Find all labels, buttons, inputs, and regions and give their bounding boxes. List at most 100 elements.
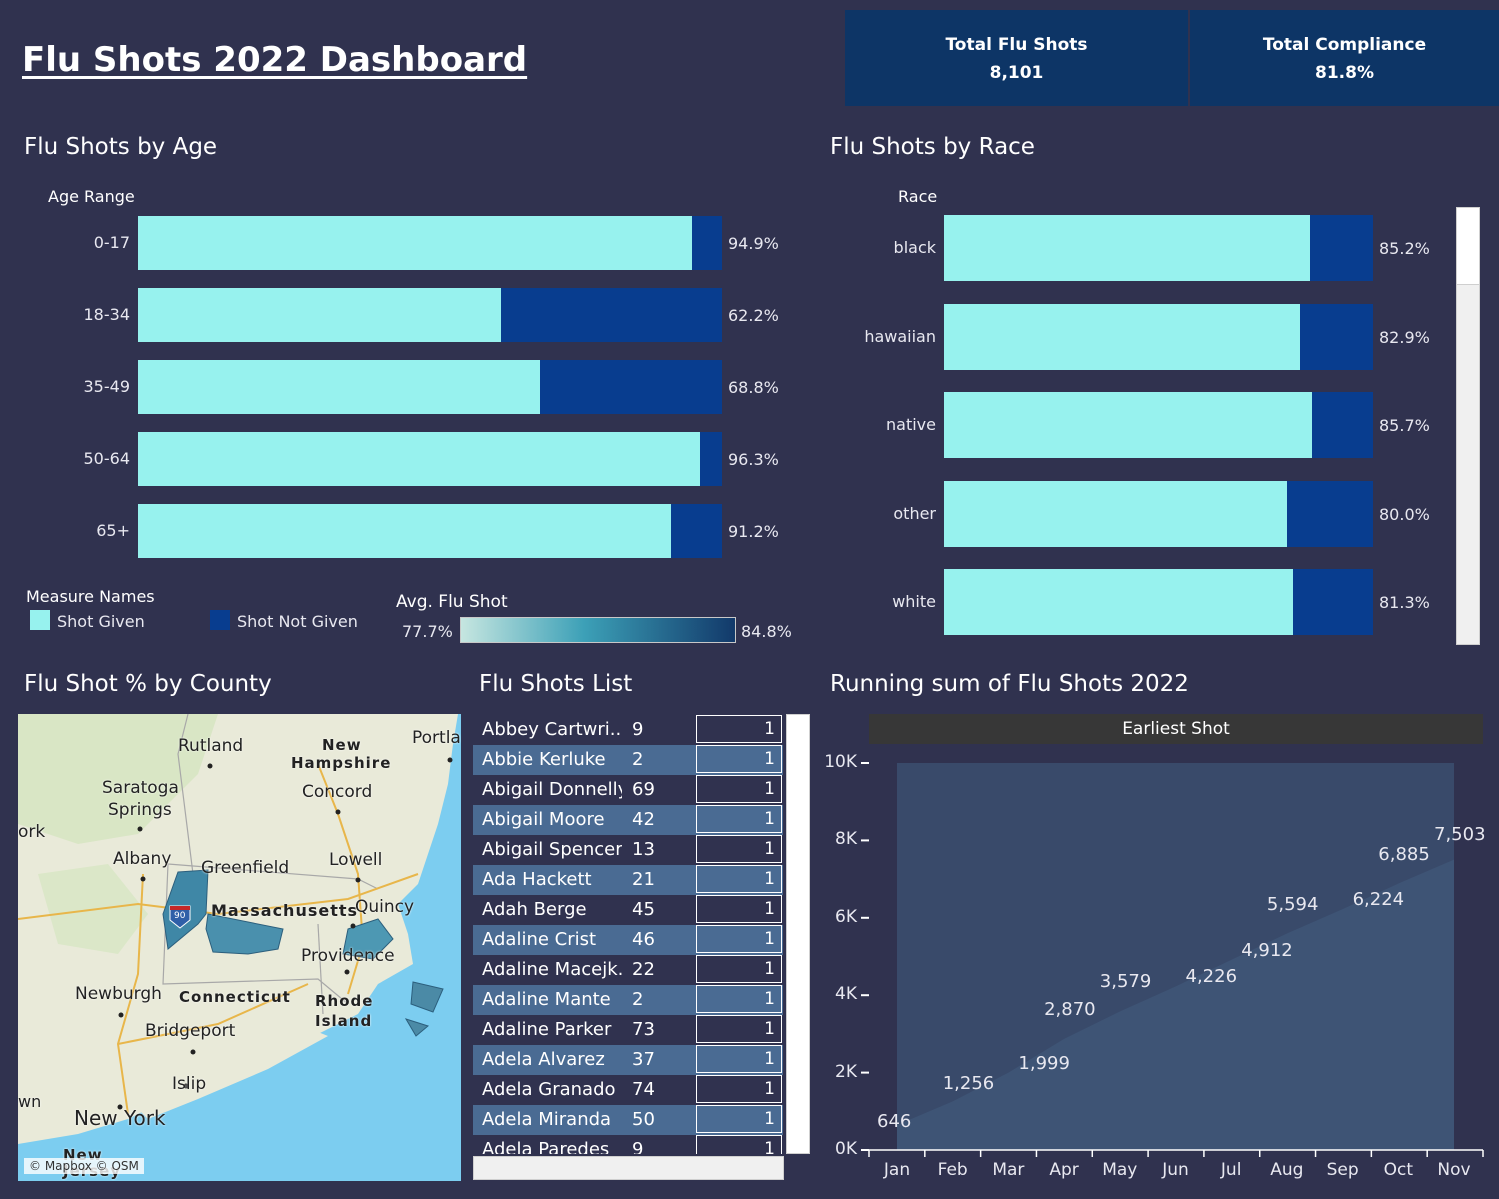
y-tick-label: 6K [835,906,857,927]
race-scrollbar[interactable] [1456,207,1480,645]
highway [117,983,309,1045]
map-place-label: Saratoga [102,778,179,798]
data-label: 4,226 [1185,966,1238,988]
age-section-title: Flu Shots by Age [24,134,218,160]
county-shape[interactable] [342,918,394,960]
bar-shot-given[interactable] [944,392,1312,458]
list-item-count: 1 [764,1019,775,1039]
list-item[interactable]: Adela Miranda 50 1 [473,1105,783,1135]
bar-shot-not-given[interactable] [1300,303,1373,370]
forest-area [18,714,218,844]
bar-shot-not-given[interactable] [1310,215,1373,281]
list-item-count: 1 [764,1079,775,1099]
bar-shot-given[interactable] [944,215,1310,281]
bar-shot-given[interactable] [944,303,1300,370]
map-place-label: Islip [172,1074,207,1094]
bar-pct-label: 80.0% [1379,504,1430,524]
list-item[interactable]: Adaline Crist 46 1 [473,925,783,955]
bar-shot-not-given[interactable] [1312,392,1373,458]
kpi-label: Total Compliance [1262,35,1427,55]
list-item[interactable]: Adah Berge 45 1 [473,895,783,925]
list-item[interactable]: Ada Hackett 21 1 [473,865,783,895]
map-place-label: New [322,736,362,754]
list-item[interactable]: Abigail Donnelly 69 1 [473,775,783,805]
bar-shot-not-given[interactable] [1293,569,1373,635]
map-place-label: Greenfield [201,858,290,878]
x-tick-label: Jul [1220,1160,1242,1180]
list-item-name: Abbie Kerluke [482,749,606,770]
list-item[interactable]: Abbey Cartwri.. 9 1 [473,715,783,745]
flu-shots-list[interactable]: Abbey Cartwri.. 9 1 Abbie Kerluke 2 1 Abigail … [473,714,783,1154]
bar-shot-given[interactable] [138,432,700,486]
list-item-age: 69 [632,779,655,800]
list-item-name: Adah Berge [482,899,587,920]
list-item-age: 13 [632,839,655,860]
county-map[interactable]: Rutland New Hampshire Portla Saratoga Springs… [18,714,461,1181]
bar-shot-not-given[interactable] [671,504,722,558]
list-vertical-scrollbar[interactable] [786,714,810,1154]
list-item[interactable]: Adaline Macejk.. 22 1 [473,955,783,985]
list-item-count-box: 1 [696,1015,782,1043]
y-tick-label: 10K [824,752,857,772]
list-item-age: 2 [632,989,644,1010]
map-place-label: Providence [301,946,395,966]
list-item[interactable]: Adela Alvarez 37 1 [473,1045,783,1075]
list-section-title: Flu Shots List [479,671,633,697]
bar-shot-given[interactable] [138,216,692,270]
list-item-count-box: 1 [696,715,782,743]
bar-shot-not-given[interactable] [501,288,722,342]
county-shape[interactable] [205,913,284,955]
list-item-name: Abigail Donnelly [482,779,622,800]
list-item[interactable]: Adaline Parker 73 1 [473,1015,783,1045]
bar-shot-given[interactable] [944,480,1287,547]
county-shape[interactable] [404,1018,430,1037]
bar-shot-given[interactable] [138,504,671,558]
list-item-count-box: 1 [696,985,782,1013]
bar-pct-label: 91.2% [728,522,779,541]
map-place-label: wn [18,1092,42,1111]
highway [317,763,365,995]
age-range-header: Age Range [48,187,135,206]
list-item-name: Adela Paredes [482,1139,610,1154]
list-item-count-box: 1 [696,1105,782,1133]
x-tick-label: Aug [1270,1160,1304,1180]
gradient-legend-bar [460,617,736,643]
list-item-count: 1 [764,839,775,859]
county-shape[interactable] [410,981,444,1013]
legend-swatch-shot-given [30,610,50,630]
y-tick-label: 0K [835,1139,857,1159]
bar-shot-given[interactable] [138,288,501,342]
bar-pct-label: 68.8% [728,378,779,397]
race-header: Race [898,187,938,206]
list-item-count-box: 1 [696,1075,782,1103]
list-horizontal-scrollbar[interactable] [473,1156,784,1180]
category-label: 18-34 [83,305,131,324]
ocean [18,714,461,1181]
list-item-count: 1 [764,779,775,799]
list-item[interactable]: Adela Granado 74 1 [473,1075,783,1105]
bar-shot-not-given[interactable] [1287,480,1373,547]
list-item-name: Adaline Mante [482,989,611,1010]
category-label: native [886,415,936,434]
list-item-count: 1 [764,1109,775,1129]
list-item[interactable]: Adaline Mante 2 1 [473,985,783,1015]
list-item-age: 74 [632,1079,655,1100]
bar-shot-given[interactable] [944,569,1293,635]
map-place-label: New York [74,1106,166,1130]
bar-shot-not-given[interactable] [700,432,722,486]
list-item-count-box: 1 [696,745,782,773]
list-item[interactable]: Abigail Moore 42 1 [473,805,783,835]
list-item[interactable]: Adela Paredes 9 1 [473,1135,783,1154]
race-scrollbar-thumb[interactable] [1457,208,1479,285]
list-item[interactable]: Abbie Kerluke 2 1 [473,745,783,775]
map-place-label: Portla [412,728,461,748]
list-item-age: 46 [632,929,655,950]
bar-shot-not-given[interactable] [692,216,722,270]
state-border [317,923,324,1015]
bar-shot-not-given[interactable] [540,360,722,414]
bar-shot-given[interactable] [138,360,540,414]
y-tick-label: 4K [835,984,857,1005]
list-item[interactable]: Abigail Spencer 13 1 [473,835,783,865]
list-item-count-box: 1 [696,955,782,983]
list-item-count: 1 [764,1139,775,1154]
